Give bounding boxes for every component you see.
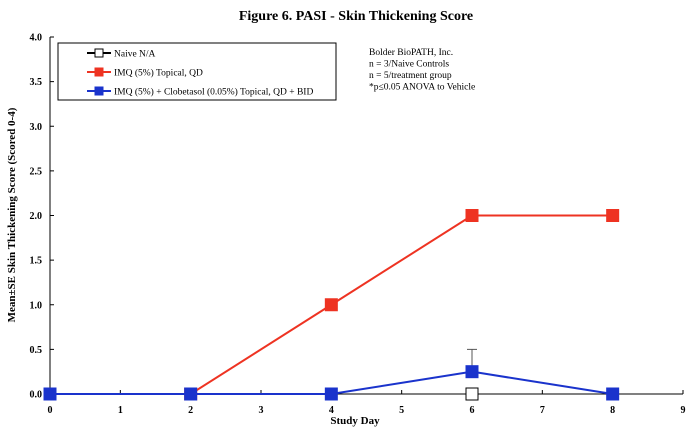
data-point	[324, 298, 338, 312]
x-tick-label: 8	[610, 405, 615, 416]
x-tick-label: 5	[399, 405, 404, 416]
legend-swatch-marker	[94, 86, 104, 96]
data-point	[184, 387, 198, 401]
series-0	[465, 387, 479, 401]
data-point	[324, 387, 338, 401]
y-tick-label: 0.0	[30, 390, 43, 401]
x-tick-label: 7	[540, 405, 545, 416]
y-tick-label: 3.5	[30, 77, 43, 88]
legend-entry: Naive N/A	[114, 50, 156, 60]
y-tick-label: 1.5	[30, 256, 43, 267]
legend-swatch-marker	[94, 48, 104, 58]
legend-entry: IMQ (5%) + Clobetasol (0.05%) Topical, Q…	[114, 87, 313, 98]
series-1	[43, 209, 620, 401]
data-point	[465, 365, 479, 379]
x-tick-label: 1	[118, 405, 123, 416]
x-tick-label: 0	[48, 405, 53, 416]
data-point	[465, 209, 479, 222]
x-tick-label: 6	[470, 405, 475, 416]
data-point	[606, 209, 620, 222]
x-tick-label: 4	[329, 405, 334, 416]
y-tick-label: 4.0	[30, 33, 43, 44]
x-tick-label: 9	[681, 405, 686, 416]
legend: Naive N/A IMQ (5%) Topical, QD IMQ (5%) + …	[57, 42, 337, 101]
x-tick-label: 3	[259, 405, 264, 416]
y-tick-label: 2.5	[30, 166, 43, 177]
y-tick-label: 2.0	[30, 211, 43, 222]
annotation-line: Bolder BioPATH, Inc.	[369, 48, 453, 58]
y-tick-label: 3.0	[30, 122, 43, 133]
data-point	[43, 387, 57, 401]
plot-area: 0.0 0.5 1.0 1.5 2.0 2.5 3.0 3.5 4.0 0 1 2 3 4 5 6 7 8 9	[30, 33, 686, 417]
x-tick-label: 2	[188, 405, 193, 416]
data-point	[606, 387, 620, 401]
y-axis-label: Mean±SE Skin Thickening Score (Scored 0-…	[6, 107, 18, 322]
annotation-line: n = 5/treatment group	[369, 71, 452, 81]
legend-swatch-marker	[94, 67, 104, 77]
legend-entry: IMQ (5%) Topical, QD	[114, 68, 203, 79]
chart-title: Figure 6. PASI - Skin Thickening Score	[239, 9, 473, 24]
y-tick-label: 0.5	[30, 345, 43, 356]
x-axis-label: Study Day	[330, 415, 380, 427]
annotation-block: Bolder BioPATH, Inc. n = 3/Naive Controls…	[369, 48, 475, 93]
annotation-line: *p≤0.05 ANOVA to Vehicle	[369, 83, 475, 93]
data-point	[465, 387, 479, 401]
annotation-line: n = 3/Naive Controls	[369, 60, 449, 70]
y-tick-label: 1.0	[30, 300, 43, 311]
series-2	[43, 348, 620, 401]
